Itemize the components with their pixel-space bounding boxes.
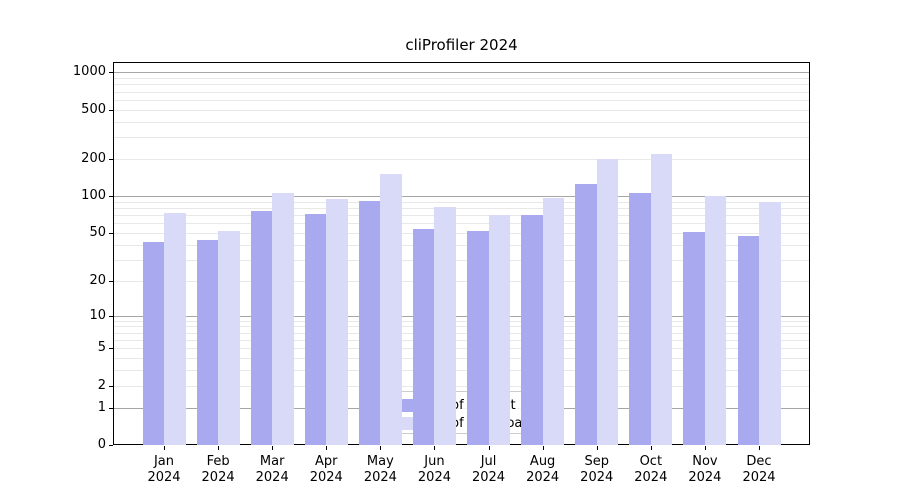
x-axis-tick <box>488 446 490 450</box>
chart-title: cliProfiler 2024 <box>405 36 518 54</box>
x-axis-tick <box>272 446 274 450</box>
y-axis-tick-label: 5 <box>97 340 106 356</box>
bar-distinct-ips-aug <box>521 215 543 445</box>
y-axis-tick-label: 200 <box>81 150 106 166</box>
bar-downloads-jul <box>488 215 511 445</box>
bar-downloads-oct <box>650 153 673 445</box>
y-axis-tick-label: 20 <box>89 272 106 288</box>
legend: Nb of distinct IPsNb of downloads <box>378 391 545 434</box>
y-axis-tick-label: 1 <box>97 399 106 415</box>
bar-downloads-mar <box>272 193 294 445</box>
bar-downloads-jun <box>434 206 456 445</box>
bar-downloads-nov <box>704 196 727 445</box>
bar-distinct-ips-apr <box>304 213 327 445</box>
x-axis-tick-label: Oct 2024 <box>634 454 668 485</box>
bar-distinct-ips-jan <box>142 242 164 445</box>
bar-distinct-ips-dec <box>737 236 759 445</box>
bar-distinct-ips-sep <box>575 184 597 445</box>
x-axis-tick <box>326 446 328 450</box>
x-axis-tick <box>164 446 165 450</box>
x-axis-tick-label: Nov 2024 <box>688 454 722 485</box>
x-axis-tick <box>218 446 220 450</box>
x-axis-tick-label: Jun 2024 <box>417 454 451 485</box>
bar-downloads-sep <box>596 158 619 445</box>
x-axis-tick-label: Feb 2024 <box>201 454 235 485</box>
x-axis-tick-label: Mar 2024 <box>255 454 289 485</box>
bar-downloads-dec <box>759 201 781 445</box>
x-axis-tick-label: Aug 2024 <box>526 454 560 485</box>
x-axis-tick-label: May 2024 <box>363 454 397 485</box>
bar-distinct-ips-jul <box>467 230 489 445</box>
bar-distinct-ips-may <box>358 200 381 445</box>
x-axis-tick <box>542 446 544 450</box>
bar-distinct-ips-jun <box>412 228 435 445</box>
x-axis-tick-label: Jan 2024 <box>147 454 181 485</box>
y-axis-tick-label: 0 <box>97 437 106 452</box>
bar-distinct-ips-oct <box>629 193 651 445</box>
x-axis-tick <box>650 446 652 450</box>
bar-distinct-ips-nov <box>683 231 705 445</box>
y-axis-tick-label: 50 <box>89 224 106 240</box>
bar-downloads-aug <box>542 197 565 445</box>
x-axis-tick <box>759 446 760 450</box>
y-axis-tick-label: 10 <box>89 307 106 323</box>
y-axis-tick-label: 500 <box>81 101 106 117</box>
bar-downloads-jan <box>164 212 186 445</box>
x-axis-tick-label: Jul 2024 <box>471 454 506 485</box>
x-axis-tick <box>596 446 598 450</box>
bar-downloads-may <box>380 174 402 445</box>
bar-downloads-apr <box>326 198 348 445</box>
x-axis-tick-label: Dec 2024 <box>742 454 776 485</box>
y-axis-tick-label: 1000 <box>72 64 106 80</box>
y-axis-tick-label: 2 <box>97 377 106 393</box>
x-axis-tick-label: Sep 2024 <box>580 454 614 485</box>
y-axis-tick-label: 100 <box>81 188 106 204</box>
x-axis-tick <box>704 446 706 450</box>
y-axis-tick <box>109 445 113 446</box>
x-axis-tick-label: Apr 2024 <box>309 454 343 485</box>
bar-distinct-ips-mar <box>250 211 273 445</box>
x-axis-tick <box>434 446 436 450</box>
x-axis-tick <box>380 446 382 450</box>
bar-downloads-feb <box>218 230 240 445</box>
bar-distinct-ips-feb <box>196 239 219 445</box>
